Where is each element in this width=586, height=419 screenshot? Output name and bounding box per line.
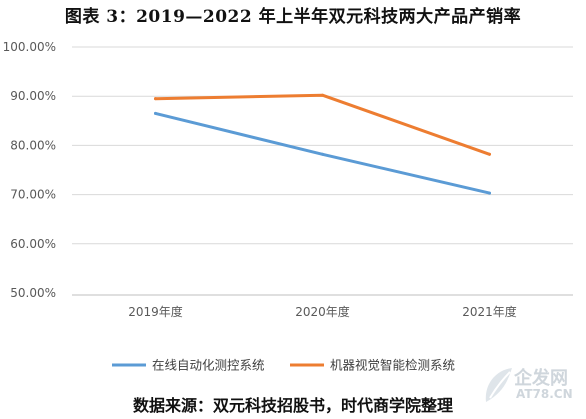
data-point [488, 191, 491, 195]
y-tick-label: 70.00% [10, 188, 56, 202]
x-tick-label: 2019年度 [128, 304, 183, 319]
x-axis-tick-labels: 2019年度 2020年度 2021年度 [128, 304, 517, 319]
y-axis-tick-labels: 50.00% 60.00% 70.00% 80.00% 90.00% 100.00% [3, 40, 56, 300]
gridlines [72, 46, 573, 296]
legend-label: 在线自动化测控系统 [152, 358, 265, 373]
data-point [488, 152, 491, 156]
source-note: 数据来源：双元科技招股书，时代商学院整理 [132, 396, 453, 415]
series-lines [154, 93, 491, 195]
watermark-text-en: AT78.CN [516, 387, 573, 401]
x-tick-label: 2021年度 [462, 304, 517, 319]
data-point [321, 152, 324, 156]
y-tick-label: 50.00% [10, 286, 56, 300]
data-point [154, 111, 157, 115]
y-tick-label: 80.00% [10, 138, 56, 152]
y-tick-label: 90.00% [10, 89, 56, 103]
watermark-logo: 企发网 AT78.CN [478, 362, 586, 410]
leaf-logo-icon [485, 368, 512, 402]
data-point [321, 93, 324, 97]
y-tick-label: 60.00% [10, 237, 56, 251]
watermark-text-cn: 企发网 [514, 368, 568, 389]
legend: 在线自动化测控系统 机器视觉智能检测系统 [112, 358, 455, 373]
x-tick-label: 2020年度 [295, 304, 350, 319]
y-tick-label: 100.00% [3, 40, 56, 54]
chart-title: 图表 3：2019—2022 年上半年双元科技两大产品产销率 [64, 7, 522, 27]
legend-label: 机器视觉智能检测系统 [330, 358, 455, 373]
data-point [154, 97, 157, 101]
